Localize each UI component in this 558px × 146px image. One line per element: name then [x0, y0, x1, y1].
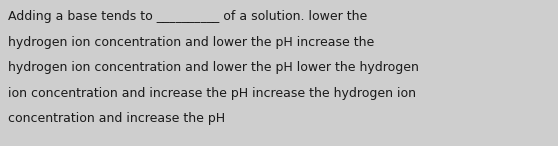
Text: hydrogen ion concentration and lower the pH lower the hydrogen: hydrogen ion concentration and lower the…	[8, 61, 419, 74]
Text: Adding a base tends to __________ of a solution. lower the: Adding a base tends to __________ of a s…	[8, 10, 368, 23]
Text: ion concentration and increase the pH increase the hydrogen ion: ion concentration and increase the pH in…	[8, 87, 416, 100]
Text: hydrogen ion concentration and lower the pH increase the: hydrogen ion concentration and lower the…	[8, 36, 374, 49]
Text: concentration and increase the pH: concentration and increase the pH	[8, 112, 225, 125]
